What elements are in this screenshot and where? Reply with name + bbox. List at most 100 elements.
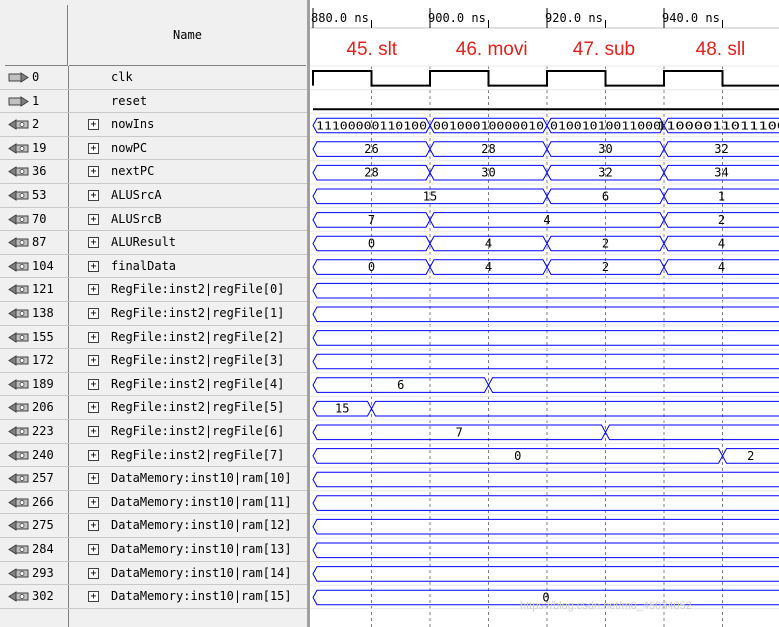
bus-segment: [312, 566, 779, 582]
output-bus-icon: [8, 190, 29, 201]
signal-row[interactable]: 206 + RegFile:inst2|regFile[5]: [0, 396, 307, 420]
signal-list-panel: Name 0 clk 1 reset 2 + nowIns 19 + nowPC 36 + nextPC…: [0, 0, 307, 627]
signal-id: 293: [32, 565, 54, 580]
signal-row[interactable]: 87 + ALUResult: [0, 231, 307, 255]
signal-id: 302: [32, 589, 54, 604]
expand-plus-icon[interactable]: +: [88, 449, 99, 461]
bus-segment: [312, 306, 779, 323]
signal-id: 0: [32, 70, 40, 84]
signal-row[interactable]: 155 + RegFile:inst2|regFile[2]: [0, 326, 307, 350]
signal-row[interactable]: 223 + RegFile:inst2|regFile[6]: [0, 420, 307, 444]
bus-value-label: 0: [514, 449, 521, 463]
expand-plus-icon[interactable]: +: [88, 496, 99, 508]
expand-plus-icon[interactable]: +: [88, 402, 99, 414]
bus-value-label: 2: [602, 260, 609, 274]
signal-name: ALUSrcA: [111, 188, 162, 202]
watermark-text: https://blog.csdn.net/m0_45034052: [520, 600, 692, 612]
signal-row[interactable]: 0 clk: [0, 66, 307, 90]
bus-value-label: 32: [714, 142, 728, 156]
signal-row[interactable]: 70 + ALUSrcB: [0, 208, 307, 232]
signal-row[interactable]: 172 + RegFile:inst2|regFile[3]: [0, 349, 307, 373]
signal-name: nowIns: [111, 117, 155, 132]
signal-row[interactable]: 240 + RegFile:inst2|regFile[7]: [0, 444, 307, 468]
tick-label: 900.0 ns: [428, 11, 486, 25]
bus-segment: [312, 471, 779, 488]
output-bus-icon: [8, 355, 29, 367]
expand-plus-icon[interactable]: +: [88, 331, 99, 343]
expand-plus-icon[interactable]: +: [88, 260, 99, 272]
input-pin-icon: [8, 72, 29, 83]
expand-plus-icon[interactable]: +: [88, 213, 99, 225]
name-column-header[interactable]: Name: [69, 5, 306, 66]
signal-row[interactable]: 257 + DataMemory:inst10|ram[10]: [0, 467, 307, 491]
output-bus-icon: [8, 402, 29, 414]
expand-plus-icon[interactable]: +: [88, 308, 99, 319]
bus-value-label: 01001010011000: [550, 120, 661, 133]
bus-segment: [604, 424, 779, 441]
bus-segment: [312, 353, 779, 370]
signal-name: reset: [111, 93, 148, 108]
expand-plus-icon[interactable]: +: [88, 142, 99, 154]
signal-name: DataMemory:inst10|ram[12]: [111, 518, 292, 533]
signal-row[interactable]: 53 + ALUSrcA: [0, 184, 307, 208]
expand-plus-icon[interactable]: +: [88, 520, 99, 532]
bus-segment: [721, 448, 779, 464]
signal-id: 240: [32, 447, 54, 462]
signal-row[interactable]: 2 + nowIns: [0, 113, 307, 137]
expand-plus-icon[interactable]: +: [88, 237, 99, 249]
panel-splitter[interactable]: [307, 0, 310, 627]
signal-row[interactable]: 104 + finalData: [0, 255, 307, 279]
signal-row[interactable]: 284 + DataMemory:inst10|ram[13]: [0, 538, 307, 562]
output-bus-icon: [8, 591, 29, 603]
bus-segment: [370, 400, 779, 417]
id-column-header: [5, 5, 68, 66]
bus-value-label: 1: [718, 189, 725, 203]
output-bus-icon: [8, 166, 29, 178]
signal-row[interactable]: 302 + DataMemory:inst10|ram[15]: [0, 585, 307, 609]
clk-waveform: [312, 70, 779, 87]
signal-id: 138: [32, 306, 54, 320]
signal-id: 223: [32, 424, 54, 438]
expand-plus-icon[interactable]: +: [88, 284, 99, 296]
bus-segment: [663, 164, 779, 181]
signal-row[interactable]: 275 + DataMemory:inst10|ram[12]: [0, 514, 307, 538]
signal-id: 284: [32, 542, 54, 556]
signal-id: 121: [32, 282, 54, 297]
signal-row[interactable]: 138 + RegFile:inst2|regFile[1]: [0, 302, 307, 326]
signal-name: RegFile:inst2|regFile[1]: [111, 306, 285, 320]
signal-row[interactable]: 1 reset: [0, 90, 307, 114]
expand-plus-icon[interactable]: +: [88, 119, 99, 131]
output-bus-icon: [8, 142, 29, 154]
output-bus-icon: [8, 567, 29, 579]
bus-value-label: 15: [423, 189, 437, 203]
expand-plus-icon[interactable]: +: [88, 473, 99, 485]
expand-plus-icon[interactable]: +: [88, 567, 99, 579]
bus-segment: [487, 377, 779, 393]
signal-row[interactable]: 121 + RegFile:inst2|regFile[0]: [0, 278, 307, 302]
bus-value-label: 4: [485, 237, 492, 251]
bus-value-label: 30: [598, 142, 612, 156]
expand-plus-icon[interactable]: +: [88, 190, 99, 201]
bus-value-label: 28: [481, 142, 495, 156]
signal-row[interactable]: 293 + DataMemory:inst10|ram[14]: [0, 562, 307, 586]
signal-id: 172: [32, 353, 54, 368]
bus-value-label: 2: [747, 449, 754, 463]
signal-row[interactable]: 189 + RegFile:inst2|regFile[4]: [0, 373, 307, 397]
expand-plus-icon[interactable]: +: [88, 591, 99, 603]
expand-plus-icon[interactable]: +: [88, 166, 99, 178]
bus-value-label: 34: [714, 166, 728, 180]
output-bus-icon: [8, 213, 29, 225]
expand-plus-icon[interactable]: +: [88, 378, 99, 390]
column-separator: [68, 66, 69, 627]
expand-plus-icon[interactable]: +: [88, 355, 99, 367]
signal-row[interactable]: 36 + nextPC: [0, 160, 307, 184]
expand-plus-icon[interactable]: +: [88, 426, 99, 437]
signal-row[interactable]: 266 + DataMemory:inst10|ram[11]: [0, 491, 307, 515]
expand-plus-icon[interactable]: +: [88, 544, 99, 555]
bus-value-label: 26: [364, 142, 378, 156]
signal-row[interactable]: 19 + nowPC: [0, 137, 307, 161]
